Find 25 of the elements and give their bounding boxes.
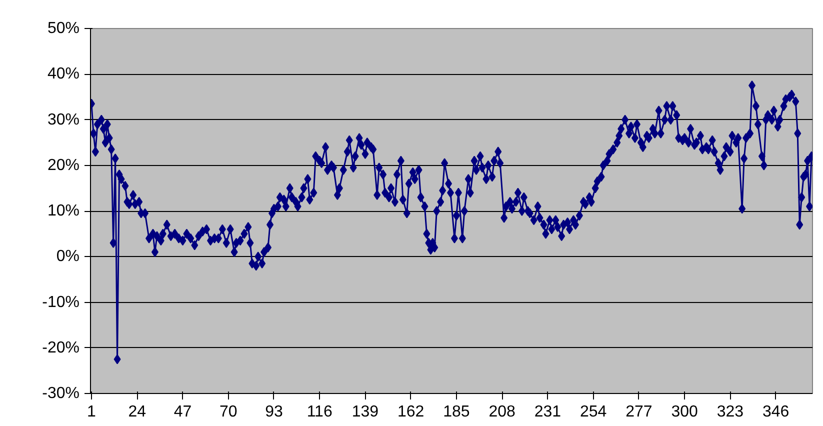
y-tick-label: 10% [47, 202, 80, 220]
x-tick-label: 70 [219, 404, 238, 420]
x-tick-label: 323 [716, 404, 744, 420]
y-tick-label: -20% [42, 339, 80, 356]
y-tick-label: -30% [42, 385, 80, 402]
x-tick-label: 277 [626, 404, 652, 420]
x-tick-label: 93 [265, 404, 283, 420]
y-tick-label: 30% [47, 111, 80, 128]
x-tick-label: 162 [397, 404, 424, 420]
x-tick-label: 254 [580, 404, 607, 420]
y-tick-label: -10% [42, 294, 80, 311]
x-tick-label: 24 [128, 404, 146, 420]
x-tick-label: 1 [87, 404, 96, 420]
x-tick-label: 139 [352, 404, 379, 420]
y-tick-label: 0% [56, 248, 80, 266]
y-tick-label: 50% [47, 20, 80, 37]
x-tick-label: 47 [174, 404, 192, 420]
x-tick-label: 116 [306, 404, 332, 420]
x-tick-label: 208 [488, 404, 516, 420]
x-tick-label: 300 [671, 404, 698, 420]
y-tick-label: 20% [47, 156, 80, 174]
x-tick-label: 185 [443, 404, 470, 420]
x-tick-label: 346 [762, 404, 790, 420]
x-tick-label: 231 [534, 404, 562, 420]
y-tick-label: 40% [47, 66, 80, 83]
